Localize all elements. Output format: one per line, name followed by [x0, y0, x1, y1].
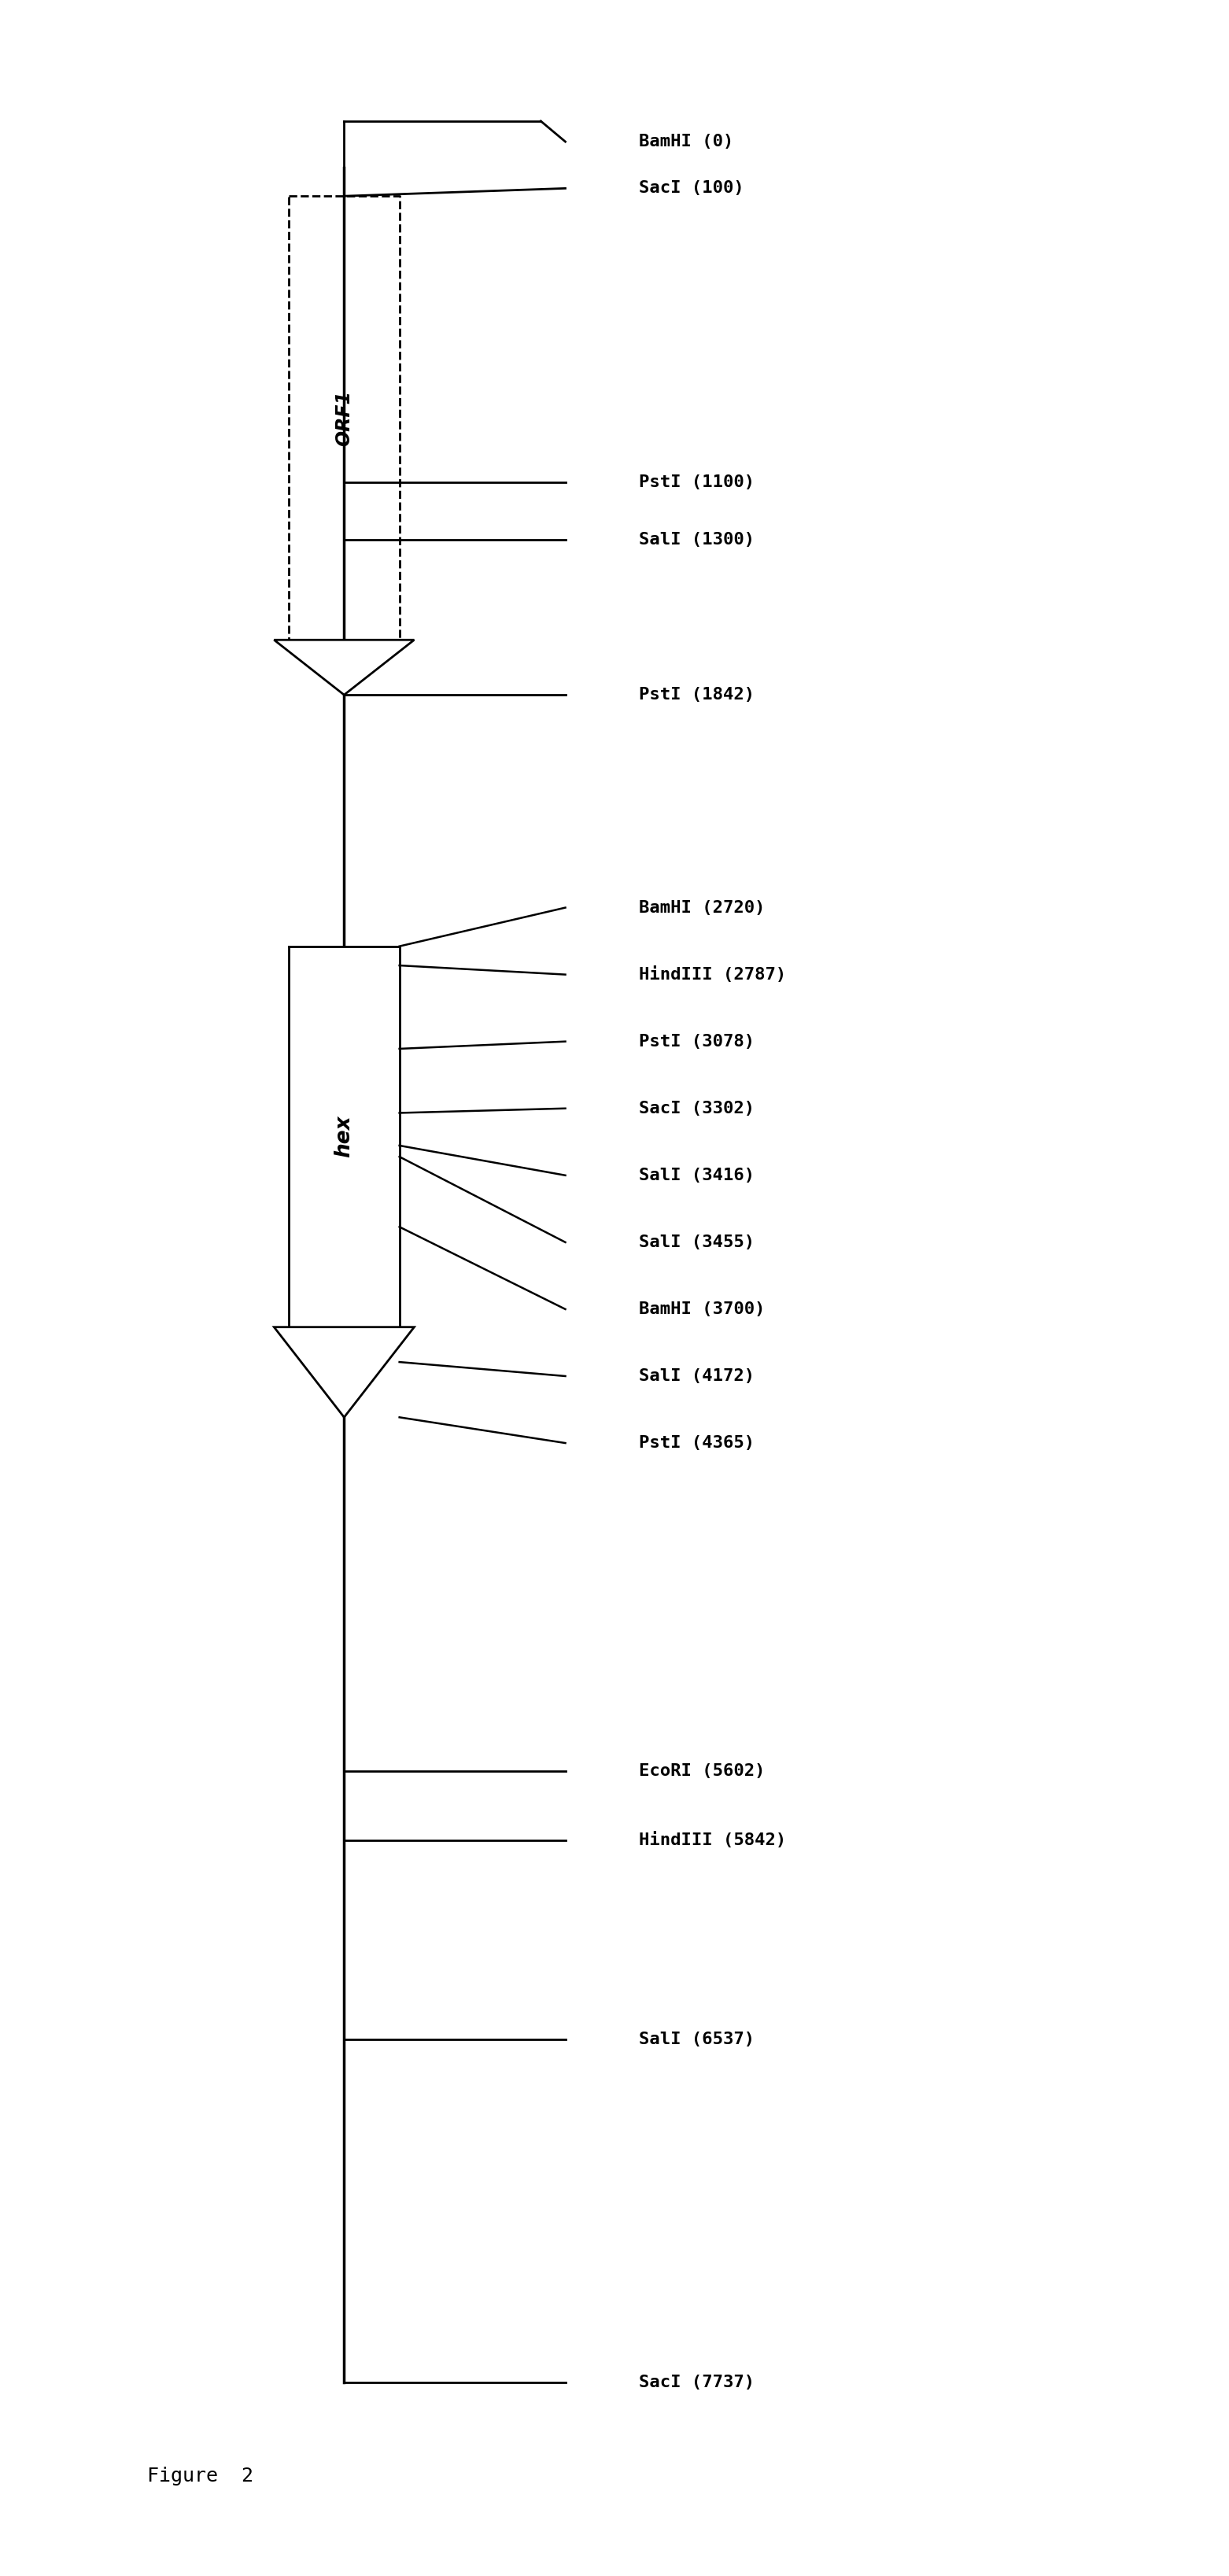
Text: SalI (6537): SalI (6537) [639, 2032, 755, 2048]
Text: Figure  2: Figure 2 [147, 2468, 253, 2486]
Polygon shape [274, 639, 414, 696]
Text: SacI (7737): SacI (7737) [639, 2375, 755, 2391]
Text: HindIII (2787): HindIII (2787) [639, 966, 787, 984]
Text: PstI (4365): PstI (4365) [639, 1435, 755, 1450]
Polygon shape [274, 1327, 414, 1417]
Text: PstI (1842): PstI (1842) [639, 688, 755, 703]
Text: hex: hex [334, 1115, 354, 1157]
Text: SalI (3455): SalI (3455) [639, 1234, 755, 1249]
Text: PstI (1100): PstI (1100) [639, 474, 755, 489]
Text: SacI (3302): SacI (3302) [639, 1100, 755, 1115]
Text: HindIII (5842): HindIII (5842) [639, 1832, 787, 1850]
Polygon shape [289, 945, 399, 1327]
Text: SacI (100): SacI (100) [639, 180, 745, 196]
Text: PstI (3078): PstI (3078) [639, 1033, 755, 1048]
Text: SalI (4172): SalI (4172) [639, 1368, 755, 1383]
Text: SalI (3416): SalI (3416) [639, 1167, 755, 1182]
Text: BamHI (3700): BamHI (3700) [639, 1301, 766, 1316]
Text: SalI (1300): SalI (1300) [639, 531, 755, 549]
Text: BamHI (0): BamHI (0) [639, 134, 734, 149]
Text: ORF1: ORF1 [334, 389, 354, 446]
Text: BamHI (2720): BamHI (2720) [639, 899, 766, 914]
Text: EcoRI (5602): EcoRI (5602) [639, 1765, 766, 1780]
